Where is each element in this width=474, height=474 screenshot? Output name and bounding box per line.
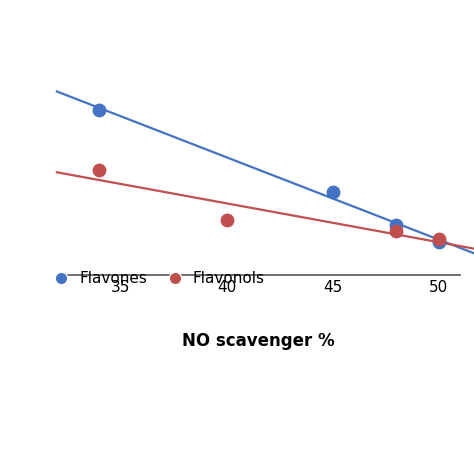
Point [435,238,442,246]
Point [392,221,400,229]
Point [435,235,442,243]
Point [95,166,103,174]
Text: NO scavenger %: NO scavenger % [182,332,335,350]
Point [329,189,337,196]
Point [223,216,230,224]
Legend: Flavones, Flavonols: Flavones, Flavonols [46,271,265,286]
Point [392,227,400,235]
Point [95,106,103,113]
